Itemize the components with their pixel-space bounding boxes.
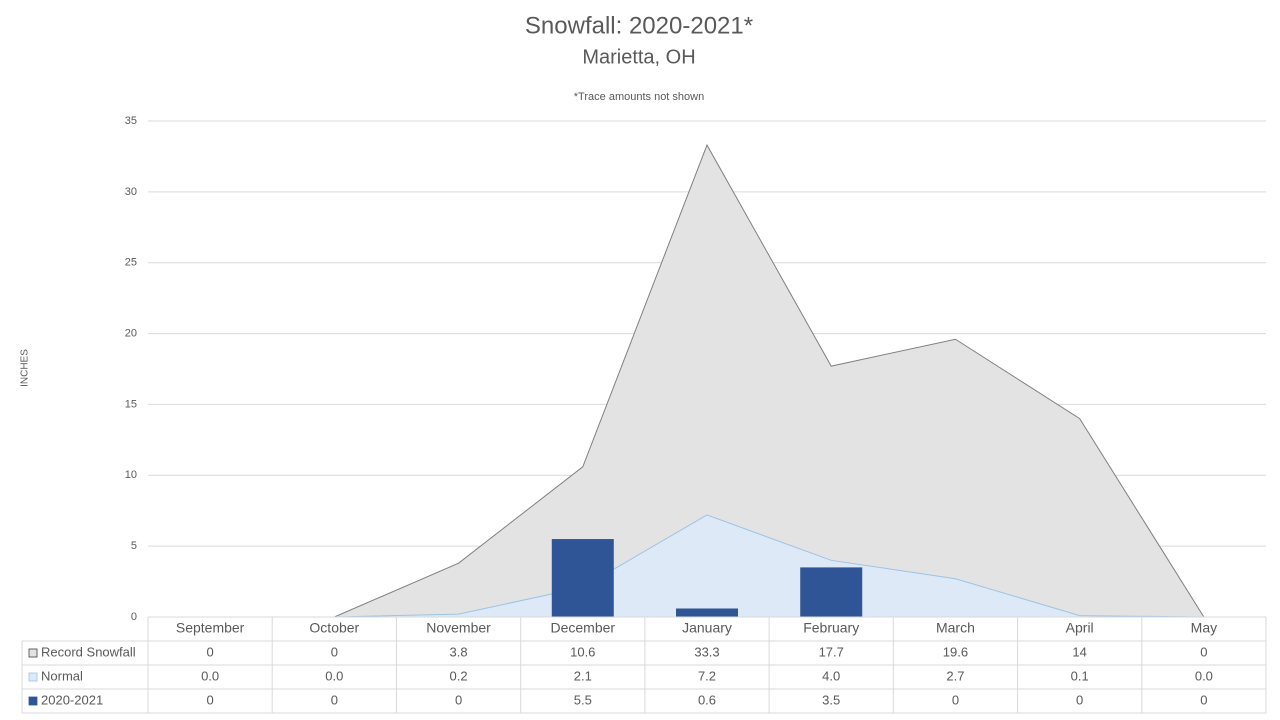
table-value: 0 bbox=[1200, 692, 1207, 707]
table-value: 0 bbox=[455, 692, 462, 707]
y-tick-label: 30 bbox=[125, 186, 137, 198]
table-value: 0.1 bbox=[1071, 668, 1089, 683]
legend-key bbox=[28, 672, 38, 682]
table-value: 0 bbox=[206, 644, 213, 659]
chart-title: Snowfall: 2020-2021* bbox=[525, 12, 753, 39]
table-value: 14 bbox=[1072, 644, 1086, 659]
table-value: 0.6 bbox=[698, 692, 716, 707]
table-value: 0.0 bbox=[1195, 668, 1213, 683]
y-tick-label: 5 bbox=[131, 540, 137, 552]
x-tick-label: February bbox=[803, 620, 859, 636]
table-value: 4.0 bbox=[822, 668, 840, 683]
x-tick-label: October bbox=[309, 620, 359, 636]
bar bbox=[800, 567, 863, 617]
table-value: 5.5 bbox=[574, 692, 592, 707]
y-tick-label: 35 bbox=[125, 115, 137, 127]
bar bbox=[551, 539, 614, 617]
table-value: 19.6 bbox=[943, 644, 968, 659]
area-line bbox=[210, 143, 1205, 618]
table-value: 2.7 bbox=[946, 668, 964, 683]
table-value: 0 bbox=[952, 692, 959, 707]
table-value: 0 bbox=[1076, 692, 1083, 707]
legend-key bbox=[28, 648, 38, 658]
bar bbox=[676, 608, 738, 617]
x-tick-label: November bbox=[426, 620, 491, 636]
area-line bbox=[210, 514, 1204, 618]
table-value: 0.2 bbox=[450, 668, 468, 683]
y-axis-label: INCHES bbox=[20, 349, 31, 387]
y-tick-label: 20 bbox=[125, 327, 137, 339]
chart-subtitle: Marietta, OH bbox=[582, 46, 695, 68]
y-tick-label: 0 bbox=[131, 611, 137, 623]
x-tick-label: December bbox=[550, 620, 615, 636]
x-tick-label: September bbox=[176, 620, 245, 636]
table-value: 0 bbox=[331, 644, 338, 659]
table-value: 33.3 bbox=[694, 644, 719, 659]
table-value: 10.6 bbox=[570, 644, 595, 659]
table-value: 3.5 bbox=[822, 692, 840, 707]
table-value: 0 bbox=[331, 692, 338, 707]
y-tick-label: 15 bbox=[125, 398, 137, 410]
table-value: 3.8 bbox=[450, 644, 468, 659]
legend-label: Normal bbox=[41, 668, 83, 683]
legend-key bbox=[28, 696, 38, 706]
table-value: 2.1 bbox=[574, 668, 592, 683]
table-value: 0 bbox=[1200, 644, 1207, 659]
x-tick-label: January bbox=[682, 620, 732, 636]
x-tick-label: April bbox=[1066, 620, 1094, 636]
table-value: 0 bbox=[206, 692, 213, 707]
legend-label: Record Snowfall bbox=[41, 644, 136, 659]
x-tick-label: May bbox=[1191, 620, 1217, 636]
chart-note: *Trace amounts not shown bbox=[574, 91, 704, 103]
y-tick-label: 10 bbox=[125, 469, 137, 481]
table-value: 0.0 bbox=[325, 668, 343, 683]
area bbox=[210, 145, 1204, 617]
table-value: 0.0 bbox=[201, 668, 219, 683]
table-value: 17.7 bbox=[819, 644, 844, 659]
area bbox=[210, 514, 1204, 617]
legend-label: 2020-2021 bbox=[41, 692, 103, 707]
x-tick-label: March bbox=[936, 620, 975, 636]
table-value: 7.2 bbox=[698, 668, 716, 683]
y-tick-label: 25 bbox=[125, 257, 137, 269]
